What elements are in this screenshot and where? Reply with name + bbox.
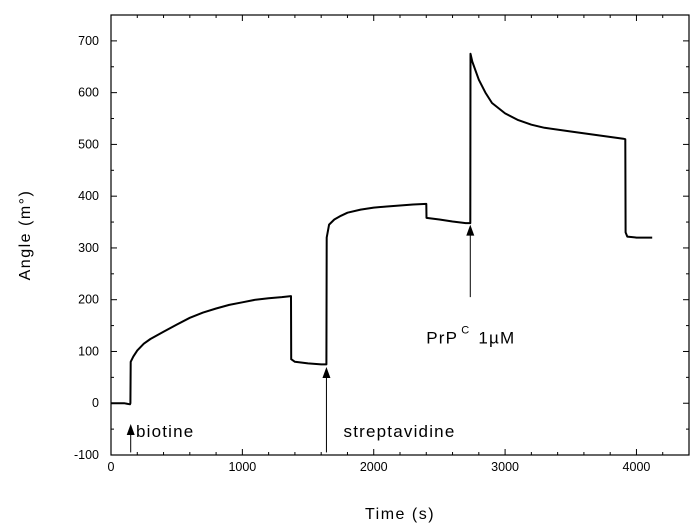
annotation-label: biotine	[136, 422, 195, 441]
x-tick-label: 1000	[228, 460, 256, 474]
y-axis-title: Angle (m°)	[17, 190, 34, 281]
x-tick-label: 0	[108, 460, 115, 474]
plot-frame	[110, 14, 690, 456]
y-tick-label: 600	[78, 86, 99, 100]
annotation-label: streptavidine	[344, 422, 456, 441]
y-tick-label: -100	[74, 448, 99, 462]
annotations: biotine streptavidine PrP C 1µM	[126, 224, 515, 453]
series-line-0	[111, 52, 653, 406]
y-tick-label: 0	[92, 396, 99, 410]
annotation-arrow-head	[322, 367, 331, 378]
y-tick-label: 400	[78, 189, 99, 203]
tick-labels: 0 1000 2000 3000 4000 -100 0 100 200 300 400 500 600…	[74, 34, 650, 474]
y-tick-label: 700	[78, 34, 99, 48]
y-tick-label: 500	[78, 137, 99, 151]
annotation-arrow-head	[466, 224, 475, 236]
y-tick-label: 200	[78, 293, 99, 307]
annotation-arrow-head	[126, 423, 135, 435]
axis-ticks	[110, 15, 689, 456]
y-tick-label: 300	[78, 241, 99, 255]
y-tick-label: 100	[78, 344, 99, 358]
data-series	[111, 52, 653, 406]
x-axis-title: Time (s)	[365, 506, 435, 523]
annotation-label: PrP C 1µM	[426, 325, 515, 348]
x-tick-label: 3000	[491, 460, 519, 474]
x-tick-label: 4000	[623, 460, 651, 474]
x-tick-label: 2000	[360, 460, 388, 474]
